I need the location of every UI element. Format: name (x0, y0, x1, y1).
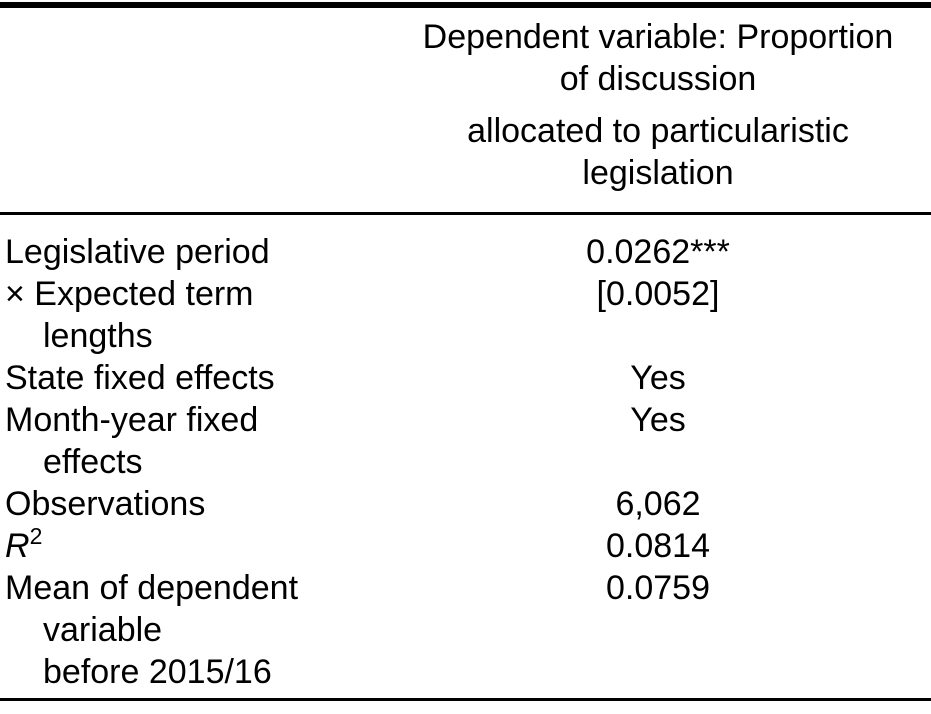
table-rule-bottom (0, 698, 931, 701)
header-line-4: legislation (582, 154, 734, 192)
label-line: × Expected term (5, 275, 254, 313)
table-body: Legislative period × Expected term lengt… (0, 231, 931, 693)
table-header-row: Dependent variable: Proportion of discus… (0, 16, 931, 212)
row-label-cell: Observations (0, 483, 385, 525)
row-value-cell: Yes (385, 357, 931, 399)
label-line: Legislative period (5, 233, 270, 271)
label-line: effects (43, 443, 143, 481)
row-label-cell: Month-year fixed effects (0, 399, 385, 483)
row-label-cell: Mean of dependent variable before 2015/1… (0, 567, 385, 693)
header-block-top: Dependent variable: Proportion of discus… (385, 16, 931, 100)
table-row-r-squared: R2 0.0814 (0, 525, 931, 567)
header-line-2: of discussion (559, 60, 757, 98)
header-label-spacer (0, 16, 385, 194)
row-value-cell: 0.0759 (385, 567, 931, 693)
standard-error-value: [0.0052] (596, 275, 720, 313)
table-row-legislative-period: Legislative period × Expected term lengt… (0, 231, 931, 357)
label-line: State fixed effects (5, 359, 275, 397)
table-rule-mid (0, 212, 931, 215)
label-line: Observations (5, 485, 206, 523)
dependent-variable-header: Dependent variable: Proportion of discus… (385, 16, 931, 194)
label-line: lengths (43, 317, 153, 355)
table-row-month-year-fixed-effects: Month-year fixed effects Yes (0, 399, 931, 483)
cell-value: 6,062 (615, 485, 701, 523)
label-line: before 2015/16 (43, 653, 272, 691)
header-block-bottom: allocated to particularistic legislation (385, 110, 931, 194)
r-squared-symbol: R (5, 527, 30, 565)
table-row-observations: Observations 6,062 (0, 483, 931, 525)
r-squared-exponent: 2 (29, 523, 43, 549)
row-label-cell: R2 (0, 525, 385, 567)
cell-value: 0.0814 (606, 527, 710, 565)
label-line: Mean of dependent (5, 569, 299, 607)
cell-value: Yes (630, 401, 686, 439)
header-line-3: allocated to particularistic (467, 112, 849, 150)
table-row-state-fixed-effects: State fixed effects Yes (0, 357, 931, 399)
cell-value: 0.0759 (606, 569, 710, 607)
label-line: Month-year fixed (5, 401, 259, 439)
row-label-cell: State fixed effects (0, 357, 385, 399)
coefficient-value: 0.0262*** (586, 233, 730, 271)
table-row-mean-dependent-variable: Mean of dependent variable before 2015/1… (0, 567, 931, 693)
row-value-cell: 6,062 (385, 483, 931, 525)
cell-value: Yes (630, 359, 686, 397)
label-line: variable (43, 611, 163, 649)
label-line: R2 (5, 525, 385, 567)
table-rule-top (0, 2, 931, 8)
row-value-cell: Yes (385, 399, 931, 483)
row-value-cell: 0.0814 (385, 525, 931, 567)
row-label-cell: Legislative period × Expected term lengt… (0, 231, 385, 357)
row-value-cell: 0.0262*** [0.0052] (385, 231, 931, 357)
header-line-1: Dependent variable: Proportion (422, 18, 894, 56)
